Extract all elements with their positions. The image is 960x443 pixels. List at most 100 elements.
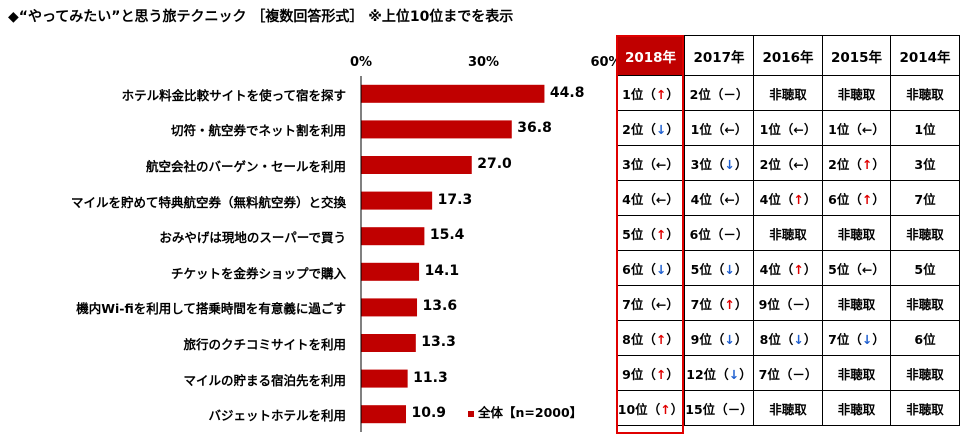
arrow-left-icon: ←: [861, 121, 873, 137]
bar: [361, 191, 433, 210]
rank-cell: 9位（↑）: [616, 355, 685, 391]
category-label: おみやげは現地のスーパーで買う: [159, 230, 346, 246]
data-label: 14.1: [424, 262, 460, 279]
rank-cell: 2位（－）: [684, 75, 754, 111]
rank-cell: 4位（←）: [684, 180, 754, 216]
bar: [361, 262, 420, 281]
rank-cell: 7位: [890, 180, 960, 216]
category-label: 機内Wi-fiを利用して搭乗時間を有意義に過ごす: [76, 301, 346, 317]
bar: [361, 369, 408, 388]
rank-cell: 非聴取: [890, 355, 960, 391]
chart-title: ◆“やってみたい”と思う旅テクニック ［複数回答形式］ ※上位10位までを表示: [8, 9, 514, 25]
rank-value: 非聴取: [837, 366, 876, 382]
rank-cell: 6位（↑）: [822, 180, 891, 216]
rank-value: 非聴取: [906, 86, 944, 102]
table-row: 2位（↓） 1位（←） 1位（←） 1位（←） 1位: [616, 110, 960, 146]
arrow-down-icon: ↓: [724, 156, 735, 172]
legend: 全体【n=2000】: [468, 402, 582, 421]
rank-value: 3位: [690, 156, 712, 172]
rank-cell: 4位（←）: [616, 180, 685, 216]
rank-value: 2位: [759, 156, 781, 172]
table-row: 6位（↓） 5位（↓） 4位（↑） 5位（←） 5位: [616, 250, 960, 286]
rank-value: 非聴取: [906, 401, 944, 417]
rank-cell: 3位（←）: [616, 145, 685, 181]
data-label: 15.4: [429, 227, 465, 244]
rank-cell: 4位（↑）: [753, 250, 823, 286]
rank-cell: 非聴取: [890, 390, 960, 426]
rank-cell: 非聴取: [890, 285, 960, 321]
data-label: 13.6: [422, 298, 458, 315]
arrow-left-icon: ←: [655, 191, 667, 207]
rank-value: 非聴取: [769, 401, 807, 417]
x-tick-label: 30%: [467, 55, 500, 70]
rank-cell: 7位（←）: [616, 285, 685, 321]
arrow-left-icon: ←: [861, 261, 873, 277]
rank-value: 3位: [914, 156, 936, 172]
arrow-up-icon: ↑: [724, 296, 735, 312]
rank-value: 1位: [690, 121, 712, 137]
rank-cell: 7位（↓）: [822, 320, 891, 356]
rank-cell: 5位（←）: [822, 250, 891, 286]
arrow-down-icon: ↓: [655, 121, 667, 137]
rank-cell: 非聴取: [753, 75, 823, 111]
category-label: マイルを貯めて特典航空券（無料航空券）と交換: [70, 194, 346, 210]
rank-value: 4位: [759, 191, 781, 207]
rank-cell: 5位: [890, 250, 960, 286]
table-row: 1位（↑） 2位（－） 非聴取 非聴取 非聴取: [616, 75, 960, 111]
rank-table: 2018年 2017年 2016年 2015年 2014年 1位（↑） 2位（－） 非聴取非…: [616, 35, 960, 426]
rank-value: 5位: [828, 261, 850, 277]
legend-swatch: [468, 410, 474, 417]
arrow-up-icon: ↑: [660, 401, 671, 417]
rank-cell: 10位（↑）: [616, 390, 685, 426]
rank-value: 非聴取: [837, 401, 876, 417]
data-label: 17.3: [437, 191, 473, 208]
data-label: 27.0: [477, 156, 512, 172]
rank-value: 4位: [690, 191, 712, 207]
table-row: 9位（↑） 12位（↓） 7位（－） 非聴取 非聴取: [616, 355, 960, 391]
rank-cell: 6位（－）: [684, 215, 754, 251]
rank-cell: 3位（↓）: [684, 145, 754, 181]
data-label: 11.3: [413, 369, 448, 386]
rank-cell: 非聴取: [753, 390, 823, 426]
bar: [361, 156, 472, 174]
data-label: 10.9: [411, 405, 447, 422]
rank-value: 9位: [622, 366, 644, 382]
arrow-up-icon: ↑: [793, 191, 804, 207]
rank-cell: 1位（←）: [684, 110, 754, 146]
rank-cell: 15位（－）: [684, 390, 754, 426]
category-label: チケットを金券ショップで購入: [170, 265, 346, 281]
rank-cell: 1位（←）: [822, 110, 891, 146]
rank-cell: 1位（←）: [753, 110, 823, 146]
rank-cell: 4位（↑）: [753, 180, 823, 216]
table-row: 4位（←） 4位（←） 4位（↑） 6位（↑） 7位: [616, 180, 960, 216]
arrow-up-icon: ↑: [861, 191, 873, 207]
rank-value: 1位: [622, 86, 644, 102]
table-row: 5位（↑） 6位（－） 非聴取 非聴取 非聴取: [616, 215, 960, 251]
arrow-down-icon: ↓: [724, 261, 735, 277]
rank-value: 6位: [622, 261, 644, 277]
year-header: 2017年: [684, 35, 754, 76]
bar: [361, 334, 416, 352]
rank-value: 非聴取: [769, 86, 807, 102]
x-tick-label: 0%: [349, 55, 373, 70]
category-label: 旅行のクチコミサイトを利用: [183, 337, 346, 352]
table-row: 7位（←） 7位（↑） 9位（－） 非聴取 非聴取: [616, 285, 960, 321]
rank-cell: 3位: [890, 145, 960, 181]
rank-value: 7位: [828, 331, 850, 347]
arrow-left-icon: ←: [655, 156, 667, 172]
rank-cell: 7位（－）: [753, 355, 823, 391]
category-label: マイルの貯まる宿泊先を利用: [183, 372, 346, 388]
rank-value: 非聴取: [837, 226, 876, 242]
bar: [361, 405, 407, 424]
legend-label: 全体【n=2000】: [478, 405, 583, 420]
rank-value: 7位: [758, 366, 780, 382]
rank-value: 5位: [690, 261, 712, 277]
rank-cell: 1位: [890, 110, 960, 146]
rank-cell: 非聴取: [890, 215, 960, 251]
arrow-left-icon: ←: [724, 191, 735, 207]
bar: [361, 298, 418, 317]
rank-cell: 非聴取: [822, 285, 891, 321]
category-label: 切符・航空券でネット割を利用: [170, 123, 346, 139]
dash-icon: －: [723, 86, 736, 102]
arrow-up-icon: ↑: [655, 86, 667, 102]
